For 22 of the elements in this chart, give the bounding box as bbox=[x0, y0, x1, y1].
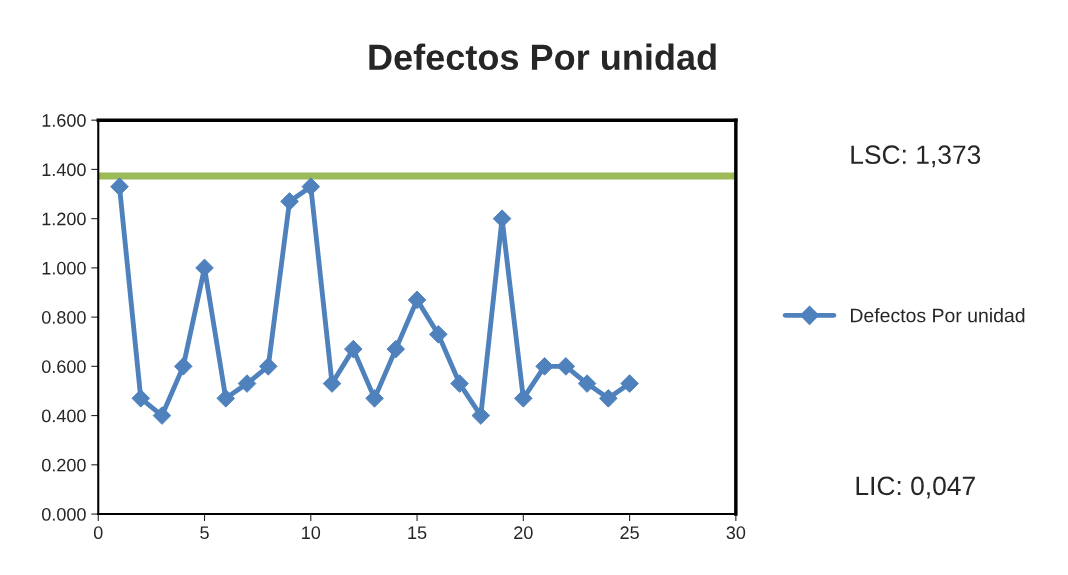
point bbox=[577, 374, 597, 393]
y-tick-label: 1.200 bbox=[42, 212, 86, 226]
y-tick-label: 0.200 bbox=[41, 458, 86, 472]
y-tick-label: 0.400 bbox=[41, 409, 86, 423]
y-tick-label: 1.600 bbox=[42, 114, 86, 127]
legend-label: Defectos Por unidad bbox=[850, 308, 1025, 323]
x-tick-label: 15 bbox=[408, 526, 427, 540]
x-tick-label: 5 bbox=[200, 526, 209, 540]
x-tick-label: 20 bbox=[514, 526, 533, 540]
y-tick-label: 1.000 bbox=[42, 261, 86, 275]
y-tick-label: 0.800 bbox=[41, 311, 86, 324]
y-tick-label: 0.600 bbox=[41, 360, 86, 374]
x-tick-label: 10 bbox=[302, 526, 321, 540]
text: LSC: 1,373 bbox=[851, 145, 981, 168]
chart-title: Defectos Por unidad bbox=[369, 43, 716, 71]
y-tick-label: 1.400 bbox=[42, 163, 86, 177]
x-tick-label: 25 bbox=[620, 526, 639, 540]
x-tick-label: 0 bbox=[93, 526, 103, 540]
text: LIC: 0,047 bbox=[856, 476, 975, 499]
point bbox=[322, 374, 342, 393]
x-tick-label: 30 bbox=[726, 526, 746, 540]
y-tick-label: 0.000 bbox=[41, 507, 86, 521]
